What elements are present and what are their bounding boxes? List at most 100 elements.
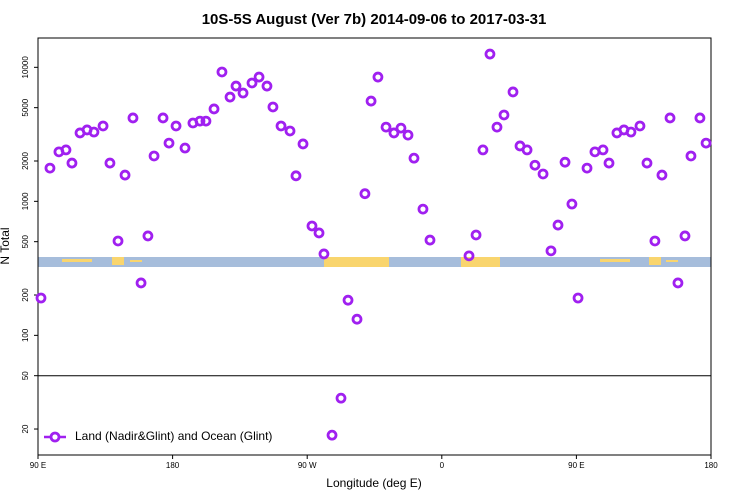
point (664, 112, 676, 124)
y-tick-label: 200 (21, 288, 30, 302)
point (142, 230, 154, 242)
point (351, 313, 363, 325)
point (656, 169, 668, 181)
point (372, 71, 384, 83)
point (395, 122, 407, 134)
y-tick-label: 1000 (21, 192, 30, 210)
point (672, 277, 684, 289)
point (60, 144, 72, 156)
point (545, 245, 557, 257)
y-tick-label: 10000 (21, 56, 30, 79)
y-tick-label: 5000 (21, 98, 30, 116)
x-tick-label: 0 (440, 461, 445, 470)
point (634, 120, 646, 132)
chart-title: 10S-5S August (Ver 7b) 2014-09-06 to 201… (202, 11, 547, 28)
point (552, 219, 564, 231)
point (157, 112, 169, 124)
y-tick-label: 2000 (21, 152, 30, 170)
point (470, 229, 482, 241)
point (641, 157, 653, 169)
point (566, 198, 578, 210)
point (44, 162, 56, 174)
point (649, 235, 661, 247)
legend-label: Land (Nadir&Glint) and Ocean (Glint) (75, 429, 272, 443)
x-tick-label: 180 (704, 461, 718, 470)
legend-marker (49, 431, 61, 443)
point (507, 86, 519, 98)
point (246, 77, 258, 89)
point (700, 137, 712, 149)
point (581, 162, 593, 174)
point (253, 71, 265, 83)
point (380, 121, 392, 133)
point (208, 103, 220, 115)
point (484, 48, 496, 60)
x-axis-label: Longitude (deg E) (326, 476, 421, 490)
point (224, 91, 236, 103)
point (170, 120, 182, 132)
point (318, 248, 330, 260)
point (402, 129, 414, 141)
point (477, 144, 489, 156)
point (88, 126, 100, 138)
point (35, 292, 47, 304)
point (261, 80, 273, 92)
point (112, 235, 124, 247)
point (216, 66, 228, 78)
point (625, 126, 637, 138)
point (284, 125, 296, 137)
point (417, 203, 429, 215)
y-tick-label: 50 (21, 371, 30, 380)
point (365, 95, 377, 107)
y-axis-label: N Total (0, 227, 12, 264)
point (66, 157, 78, 169)
y-tick-label: 100 (21, 328, 30, 342)
point (335, 392, 347, 404)
point (179, 142, 191, 154)
point (521, 144, 533, 156)
plot-frame (37, 37, 712, 456)
point (603, 157, 615, 169)
point (463, 250, 475, 262)
point (163, 137, 175, 149)
y-tick-label: 500 (21, 234, 30, 248)
point (685, 150, 697, 162)
point (127, 112, 139, 124)
point (679, 230, 691, 242)
point (237, 87, 249, 99)
point (537, 168, 549, 180)
map-strip (38, 257, 711, 267)
point (275, 120, 287, 132)
point (148, 150, 160, 162)
point (104, 157, 116, 169)
point (694, 112, 706, 124)
point (97, 120, 109, 132)
point (498, 109, 510, 121)
point (424, 234, 436, 246)
y-tick-label: 20 (21, 424, 30, 433)
point (290, 170, 302, 182)
point (491, 121, 503, 133)
point (559, 156, 571, 168)
point (326, 429, 338, 441)
x-tick-label: 90 W (298, 461, 317, 470)
point (529, 159, 541, 171)
point (342, 294, 354, 306)
point (572, 292, 584, 304)
x-tick-label: 90 E (30, 461, 46, 470)
point (359, 188, 371, 200)
point (597, 144, 609, 156)
point (200, 115, 212, 127)
point (230, 80, 242, 92)
point (388, 127, 400, 139)
point (313, 227, 325, 239)
point (135, 277, 147, 289)
point (267, 101, 279, 113)
point (119, 169, 131, 181)
point (408, 152, 420, 164)
x-tick-label: 90 E (568, 461, 584, 470)
point (194, 115, 206, 127)
point (306, 220, 318, 232)
x-tick-label: 180 (166, 461, 180, 470)
